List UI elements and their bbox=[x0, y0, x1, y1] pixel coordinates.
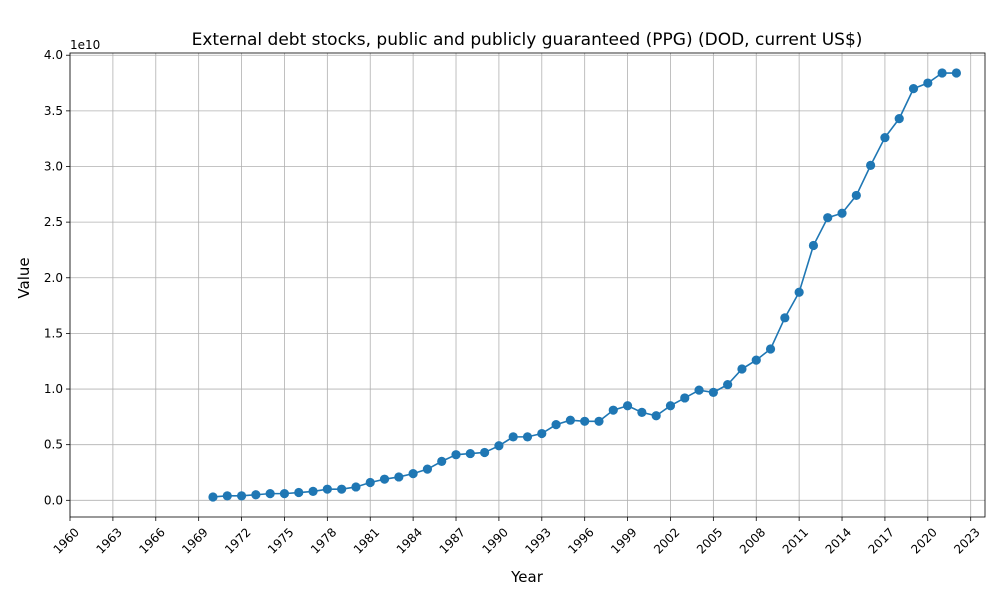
data-point bbox=[765, 344, 776, 354]
data-point bbox=[737, 364, 747, 374]
data-point bbox=[337, 484, 347, 494]
data-point bbox=[880, 132, 890, 143]
data-point bbox=[437, 456, 447, 466]
data-point bbox=[708, 387, 718, 397]
series-layer bbox=[208, 68, 962, 502]
data-point bbox=[823, 213, 833, 223]
y-tick-label: 0.5 bbox=[44, 438, 63, 452]
data-point bbox=[394, 472, 404, 482]
data-point bbox=[522, 432, 533, 442]
x-axis-label: Year bbox=[510, 568, 544, 586]
y-tick-label: 1.0 bbox=[44, 382, 63, 396]
data-point bbox=[279, 489, 290, 499]
y-tick-label: 1.5 bbox=[44, 326, 63, 340]
data-point bbox=[751, 355, 761, 365]
data-point bbox=[608, 405, 618, 415]
data-point bbox=[308, 486, 318, 497]
data-point bbox=[923, 78, 933, 88]
data-point bbox=[637, 407, 647, 418]
data-point bbox=[265, 489, 275, 499]
data-point bbox=[251, 490, 261, 500]
data-point bbox=[451, 450, 461, 460]
data-point bbox=[236, 491, 247, 501]
data-point bbox=[379, 474, 390, 484]
data-point bbox=[222, 491, 232, 501]
data-point bbox=[422, 464, 433, 474]
data-point bbox=[694, 385, 704, 395]
data-point bbox=[723, 379, 733, 390]
grid-layer bbox=[69, 53, 985, 517]
data-point bbox=[851, 190, 861, 201]
data-point bbox=[537, 428, 547, 439]
data-point bbox=[794, 287, 804, 297]
data-point bbox=[651, 411, 661, 421]
data-point bbox=[565, 415, 575, 425]
y-tick-label: 3.0 bbox=[44, 159, 63, 173]
data-point bbox=[837, 208, 847, 218]
data-point bbox=[551, 420, 561, 430]
data-point bbox=[480, 447, 490, 458]
data-point bbox=[322, 484, 332, 494]
data-point bbox=[937, 68, 947, 78]
data-point bbox=[951, 68, 962, 78]
data-point bbox=[408, 469, 418, 479]
data-point bbox=[894, 114, 904, 124]
data-point bbox=[580, 416, 590, 426]
data-point bbox=[808, 240, 819, 251]
data-point bbox=[508, 432, 518, 442]
y-tick-label: 2.0 bbox=[44, 271, 63, 285]
data-point bbox=[665, 401, 676, 411]
y-axis-offset-label: 1e10 bbox=[70, 38, 100, 52]
y-tick-label: 4.0 bbox=[44, 48, 63, 62]
data-point bbox=[622, 401, 633, 411]
data-point bbox=[208, 492, 218, 502]
y-axis-label: Value bbox=[15, 257, 33, 298]
data-point bbox=[780, 313, 790, 323]
data-point bbox=[866, 160, 876, 170]
y-tick-label: 3.5 bbox=[44, 104, 63, 118]
data-point bbox=[294, 487, 304, 498]
y-tick-label: 0.0 bbox=[44, 493, 63, 507]
data-point bbox=[680, 393, 690, 403]
chart-title: External debt stocks, public and publicl… bbox=[192, 30, 863, 50]
plot-frame bbox=[69, 52, 986, 518]
data-point bbox=[594, 416, 604, 426]
data-point bbox=[494, 441, 504, 451]
data-point bbox=[465, 448, 475, 459]
y-tick-label: 2.5 bbox=[44, 215, 63, 229]
data-point bbox=[351, 482, 361, 492]
data-point bbox=[365, 477, 375, 488]
data-point bbox=[908, 84, 919, 94]
